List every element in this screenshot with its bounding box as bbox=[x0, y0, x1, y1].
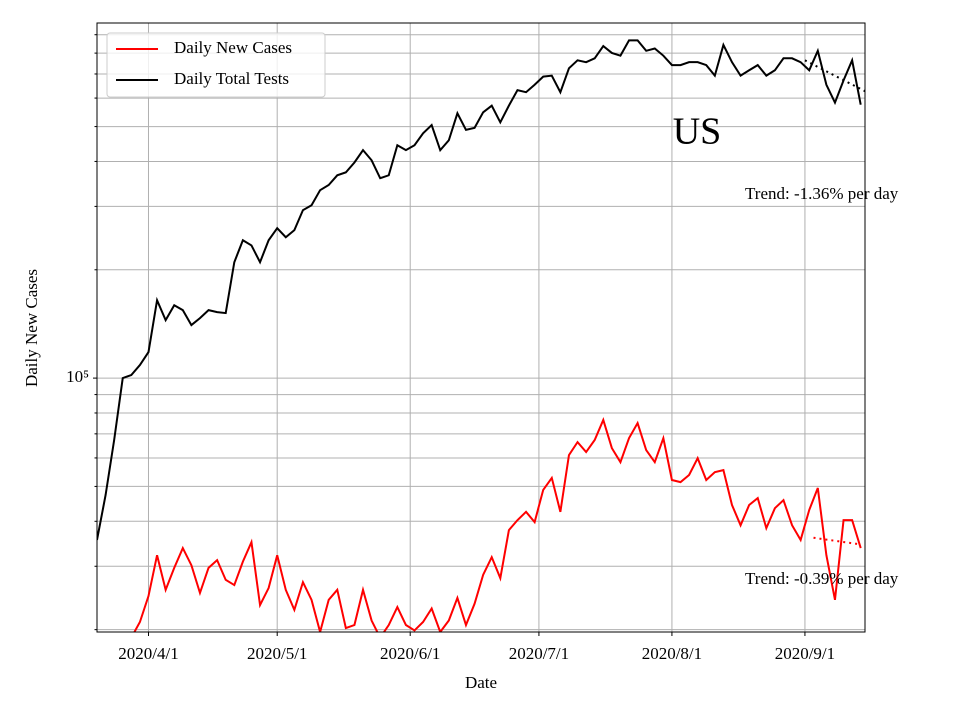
x-tick-label: 2020/9/1 bbox=[775, 644, 835, 663]
y-tick-label: 10⁵ bbox=[66, 367, 89, 386]
x-tick-label: 2020/4/1 bbox=[118, 644, 178, 663]
trend-label: Trend: -1.36% per day bbox=[745, 184, 899, 203]
trend-line bbox=[813, 536, 861, 546]
x-tick-label: 2020/8/1 bbox=[642, 644, 702, 663]
plot-frame bbox=[96, 22, 866, 633]
trend-label: Trend: -0.39% per day bbox=[745, 569, 899, 588]
legend-label: Daily Total Tests bbox=[174, 69, 289, 88]
series-line bbox=[97, 39, 862, 541]
y-axis-label: Daily New Cases bbox=[22, 269, 41, 387]
x-tick-label: 2020/6/1 bbox=[380, 644, 440, 663]
x-tick-label: 2020/5/1 bbox=[247, 644, 307, 663]
x-axis-label: Date bbox=[465, 673, 497, 692]
series-line bbox=[133, 417, 862, 632]
x-tick-label: 2020/7/1 bbox=[509, 644, 569, 663]
chart-title: US bbox=[673, 111, 722, 153]
plot-area bbox=[97, 39, 865, 632]
legend-box bbox=[106, 32, 326, 98]
legend-label: Daily New Cases bbox=[174, 38, 292, 57]
